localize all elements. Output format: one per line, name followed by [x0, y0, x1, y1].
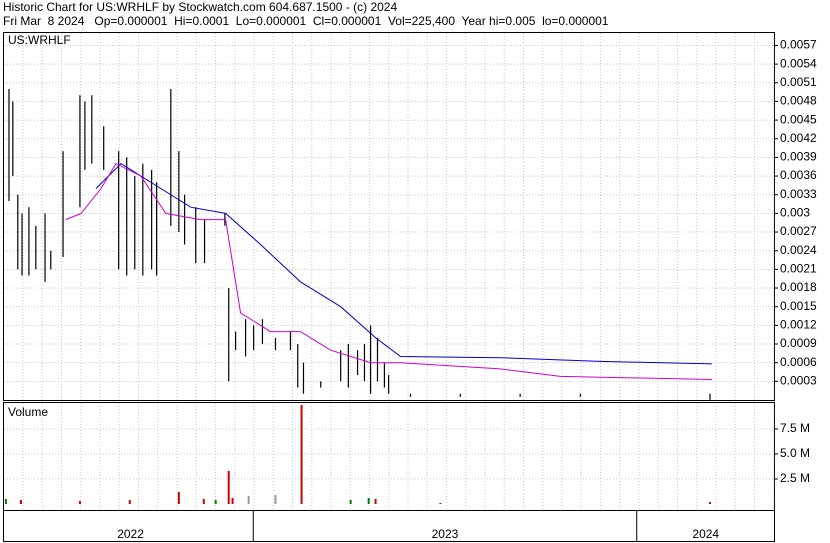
- y-tick-label: 0.0048: [780, 94, 817, 108]
- x-tick-label: 2024: [692, 527, 719, 541]
- y-tick-label: 0.0045: [780, 112, 817, 126]
- x-axis-strip: [3, 510, 775, 542]
- volume-bar: [177, 492, 180, 504]
- y-tick-label: 0.0057: [780, 38, 817, 52]
- y-tick-label: 0.0003: [780, 374, 817, 388]
- y-tick-label: 0.0021: [780, 262, 817, 276]
- y-tick-label: 0.0009: [780, 336, 817, 350]
- chart-subtitle: Fri Mar 8 2024 Op=0.000001 Hi=0.0001 Lo=…: [3, 14, 609, 28]
- vertical-grid: [22, 33, 775, 510]
- volume-panel: [3, 402, 775, 511]
- volume-bar: [4, 499, 7, 504]
- chart-title: Historic Chart for US:WRHLF by Stockwatc…: [3, 0, 397, 14]
- y-tick-label: 0.0006: [780, 355, 817, 369]
- y-tick-label: 0.0027: [780, 224, 817, 238]
- volume-bar: [247, 496, 250, 504]
- y-tick-label: 0.0024: [780, 243, 817, 257]
- y-tick-label: 0.0054: [780, 56, 817, 70]
- y-tick-label: 0.0033: [780, 187, 817, 201]
- volume-label: Volume: [8, 405, 48, 419]
- y-tick-label: 0.0012: [780, 318, 817, 332]
- volume-bar: [214, 500, 217, 504]
- volume-bar: [128, 500, 131, 504]
- moving-average-line: [65, 162, 712, 380]
- volume-tick-label: 7.5 M: [780, 421, 810, 435]
- volume-bar: [708, 502, 711, 504]
- volume-bar: [367, 498, 370, 504]
- volume-bar: [202, 499, 205, 504]
- volume-bar: [227, 471, 230, 504]
- volume-bar: [19, 500, 22, 504]
- volume-bar: [439, 503, 442, 504]
- y-tick-label: 0.0042: [780, 131, 817, 145]
- volume-bar: [374, 499, 377, 504]
- y-tick-label: 0.0036: [780, 168, 817, 182]
- symbol-label: US:WRHLF: [8, 33, 71, 47]
- x-tick-label: 2023: [432, 527, 459, 541]
- x-tick-label: 2022: [117, 527, 144, 541]
- volume-bar: [349, 500, 352, 504]
- y-tick-label: 0.0051: [780, 75, 817, 89]
- volume-bar: [231, 498, 234, 504]
- y-tick-label: 0.0039: [780, 150, 817, 164]
- y-tick-label: 0.003: [780, 206, 810, 220]
- volume-bar: [78, 501, 81, 504]
- volume-bar: [300, 405, 303, 504]
- volume-tick-label: 2.5 M: [780, 471, 810, 485]
- y-tick-label: 0.0015: [780, 299, 817, 313]
- moving-average-line: [95, 162, 712, 365]
- volume-bar: [274, 495, 277, 504]
- y-tick-label: 0.0018: [780, 280, 817, 294]
- volume-tick-label: 5.0 M: [780, 446, 810, 460]
